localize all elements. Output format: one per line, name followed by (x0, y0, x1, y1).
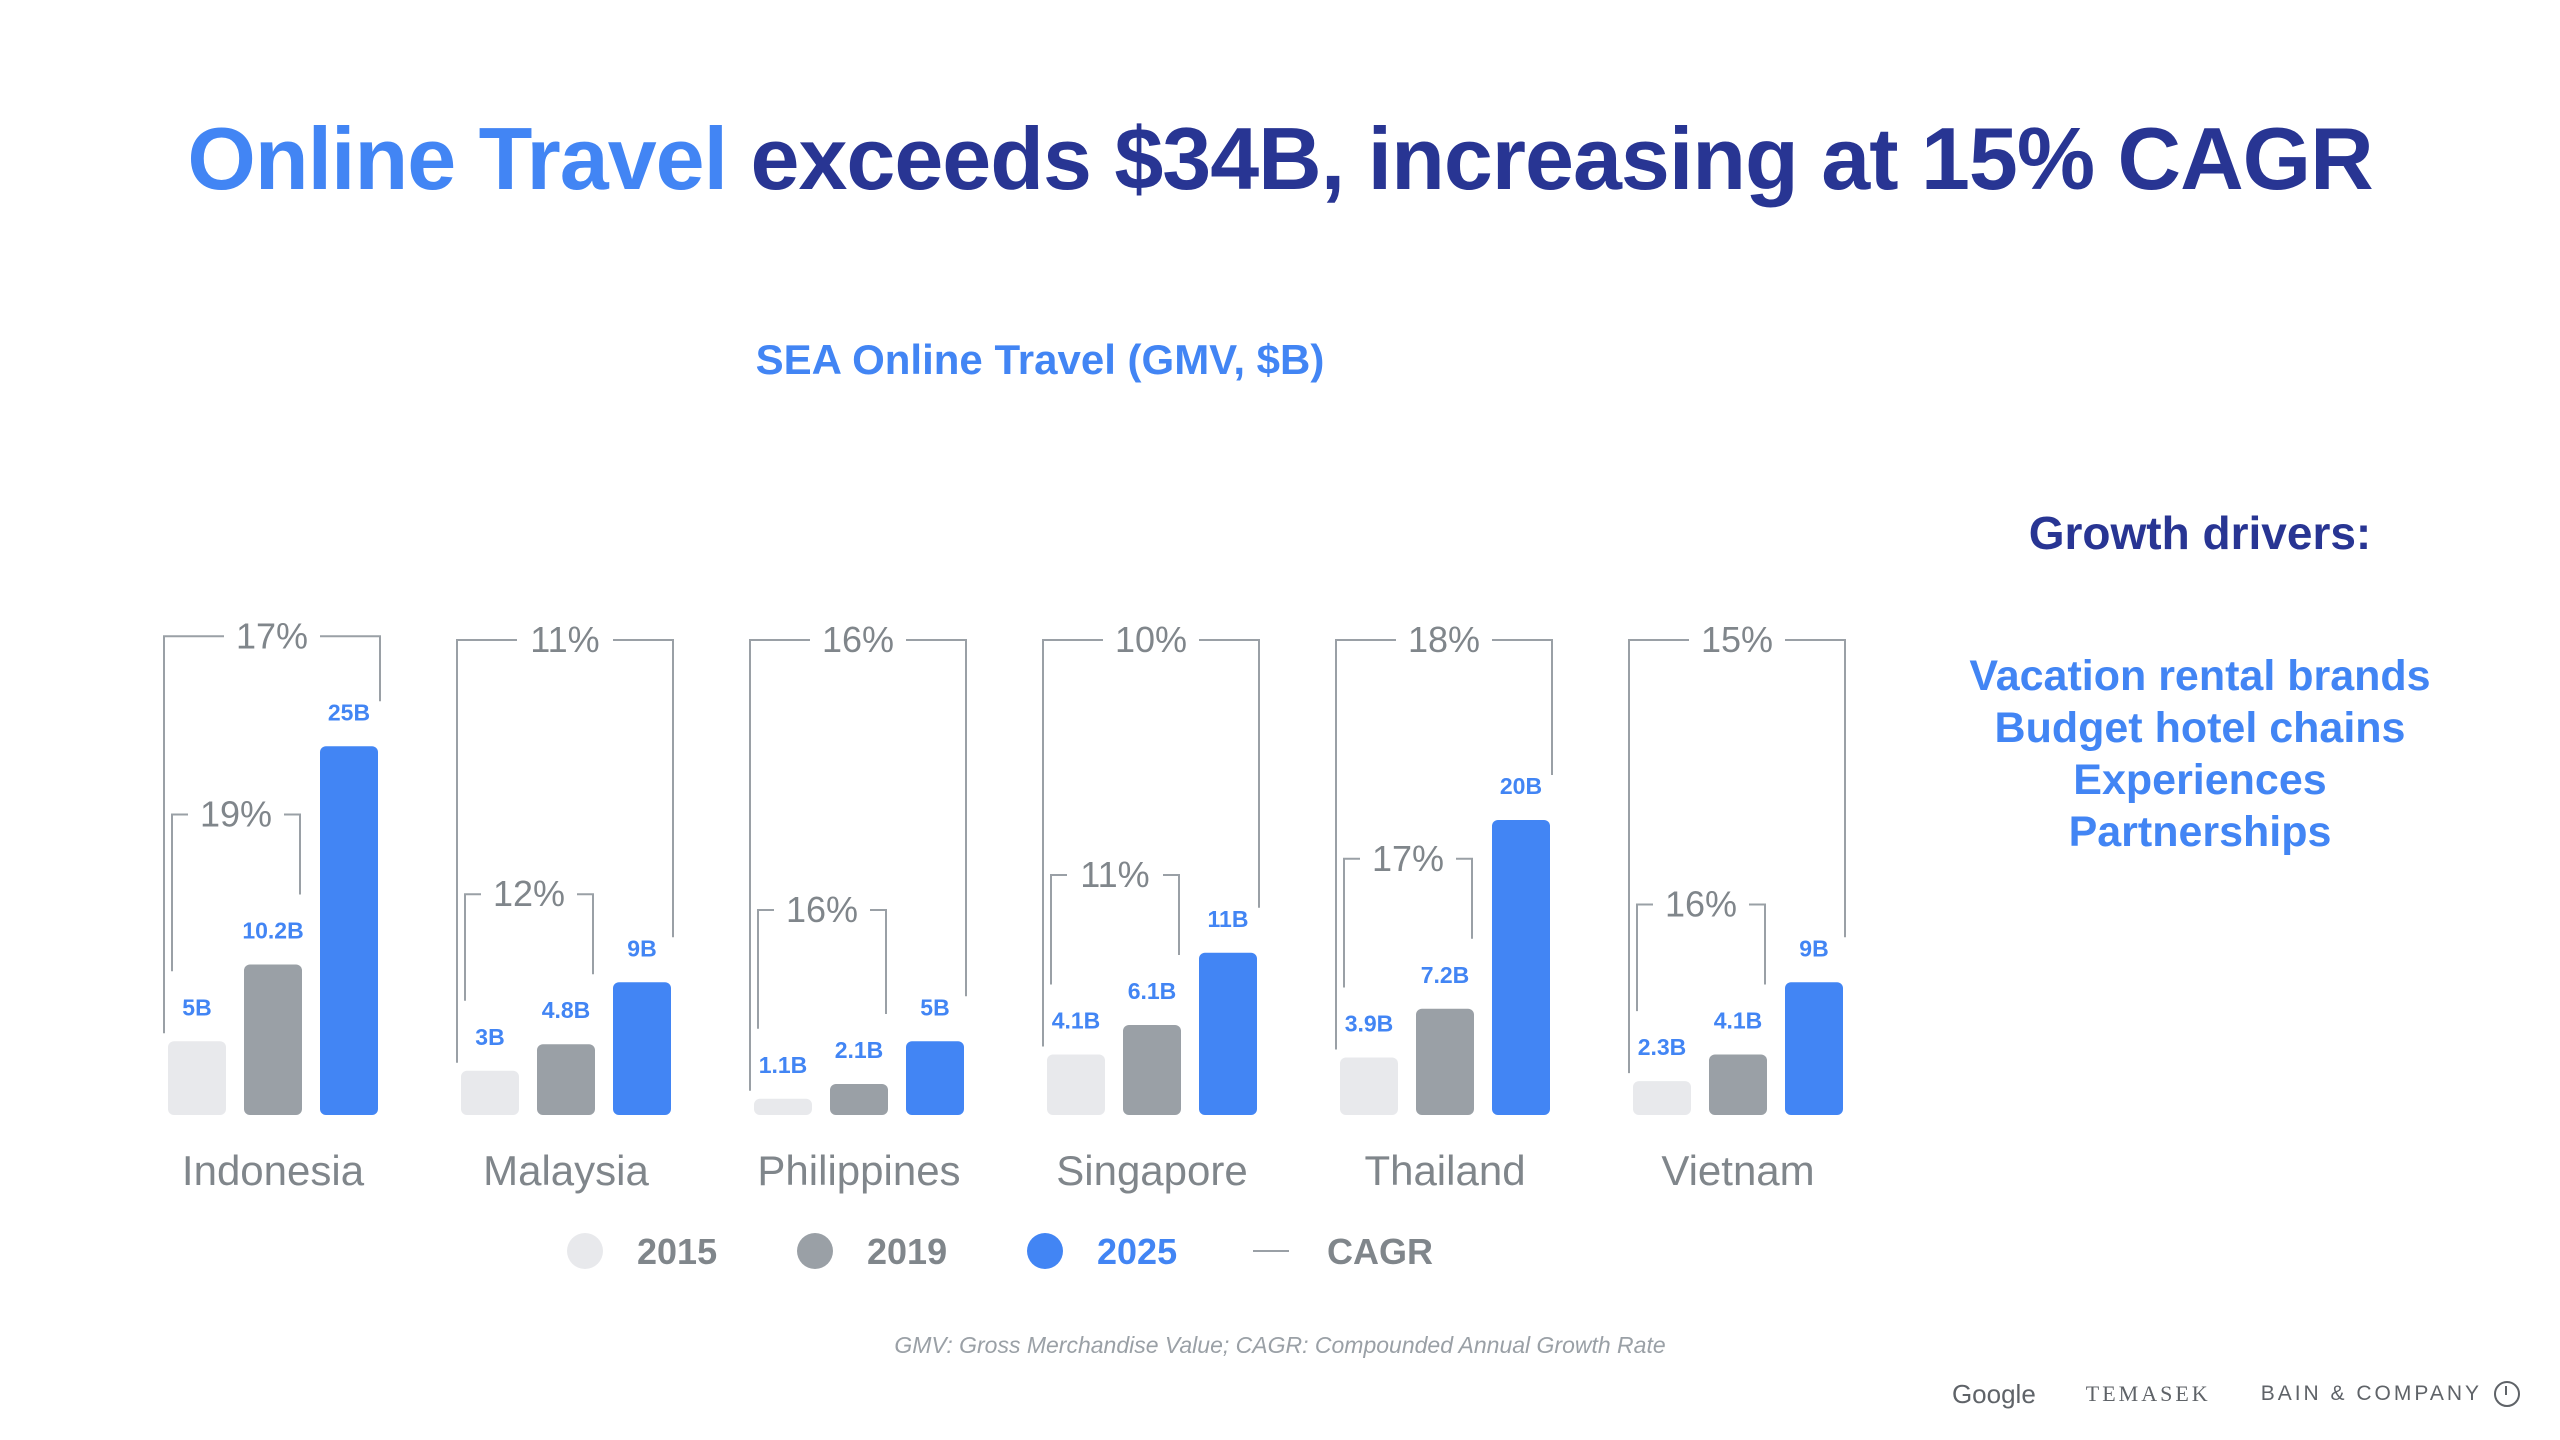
bar-2025 (1492, 820, 1550, 1115)
bain-mark-icon (2494, 1381, 2520, 1407)
bar-2015 (1047, 1054, 1105, 1115)
bar-value-label: 5B (920, 994, 949, 1020)
driver-item: Experiences (2073, 756, 2327, 804)
bar-2019 (244, 964, 302, 1115)
cagr-label-inner: 16% (1665, 884, 1737, 925)
bar-value-label: 25B (328, 699, 370, 725)
cagr-label-inner: 16% (786, 889, 858, 930)
category-label: Thailand (1364, 1147, 1525, 1194)
cagr-bracket-outer (749, 639, 967, 1091)
bar-value-label: 6.1B (1128, 978, 1177, 1004)
cagr-bracket-inner (1343, 857, 1473, 988)
cagr-bracket-outer (163, 635, 381, 1034)
bain-logo: BAIN & COMPANY (2261, 1381, 2520, 1407)
bar-2019 (1416, 1008, 1474, 1115)
cagr-bracket-outer (1628, 639, 1846, 1074)
driver-item: Vacation rental brands (1969, 652, 2431, 700)
driver-item: Partnerships (2068, 808, 2332, 856)
cagr-label-outer: 16% (822, 619, 894, 660)
bar-value-label: 20B (1500, 773, 1542, 799)
bar-2015 (754, 1098, 812, 1115)
legend-label: CAGR (1327, 1231, 1433, 1272)
driver-item: Budget hotel chains (1994, 704, 2406, 752)
bar-2025 (1785, 982, 1843, 1115)
category-label: Vietnam (1661, 1147, 1814, 1194)
legend-swatch (1027, 1233, 1063, 1269)
title-highlight: Online Travel (187, 109, 728, 208)
category-label: Philippines (757, 1147, 960, 1194)
bar-value-label: 2.1B (835, 1037, 884, 1063)
category-label: Singapore (1056, 1147, 1247, 1194)
bar-2015 (168, 1041, 226, 1115)
legend-label: 2019 (867, 1231, 947, 1272)
google-logo: Google (1951, 1378, 2036, 1409)
cagr-bracket-outer (1335, 639, 1553, 1050)
bar-value-label: 4.1B (1714, 1008, 1763, 1034)
bar-value-label: 3B (475, 1024, 504, 1050)
cagr-bracket-inner (171, 813, 301, 972)
cagr-bracket-outer (1042, 639, 1260, 1047)
bar-2025 (320, 746, 378, 1115)
bar-value-label: 2.3B (1638, 1034, 1687, 1060)
growth-drivers-list: Vacation rental brands Budget hotel chai… (1900, 650, 2500, 858)
temasek-logo: TEMASEK (2085, 1381, 2211, 1406)
cagr-bracket-inner (464, 893, 594, 1001)
footnote: GMV: Gross Merchandise Value; CAGR: Comp… (894, 1332, 1666, 1358)
bar-value-label: 7.2B (1421, 962, 1470, 988)
legend-swatch (567, 1233, 603, 1269)
cagr-label-outer: 15% (1701, 619, 1773, 660)
bar-value-label: 5B (182, 994, 211, 1020)
growth-drivers-heading: Growth drivers: (2028, 507, 2372, 559)
bar-value-label: 4.8B (542, 997, 591, 1023)
cagr-label-inner: 11% (1080, 854, 1149, 895)
cagr-label-outer: 18% (1408, 619, 1480, 660)
cagr-label-outer: 11% (530, 619, 599, 660)
cagr-label-inner: 12% (493, 873, 565, 914)
bar-2015 (1340, 1057, 1398, 1115)
bar-2015 (1633, 1081, 1691, 1115)
bar-2019 (1123, 1025, 1181, 1115)
page-title: Online Travel exceeds $34B, increasing a… (0, 108, 2560, 210)
bar-2025 (613, 982, 671, 1115)
cagr-label-outer: 17% (236, 615, 308, 656)
cagr-bracket-inner (1636, 903, 1766, 1012)
bar-2019 (1709, 1054, 1767, 1115)
cagr-label-inner: 17% (1372, 838, 1444, 879)
category-label: Malaysia (483, 1147, 649, 1194)
bar-2019 (830, 1084, 888, 1115)
legend-label: 2015 (637, 1231, 717, 1272)
bar-value-label: 11B (1208, 906, 1249, 932)
bain-logo-text: BAIN & COMPANY (2260, 1382, 2482, 1405)
bar-2025 (906, 1041, 964, 1115)
bar-2019 (537, 1044, 595, 1115)
cagr-label-inner: 19% (200, 794, 272, 835)
chart-title: SEA Online Travel (GMV, $B) (755, 336, 1325, 383)
cagr-label-outer: 10% (1115, 619, 1187, 660)
bar-value-label: 3.9B (1345, 1010, 1394, 1036)
bar-2025 (1199, 952, 1257, 1115)
legend-label: 2025 (1097, 1231, 1177, 1272)
title-rest: exceeds $34B, increasing at 15% CAGR (750, 109, 2374, 208)
bar-value-label: 9B (1799, 935, 1828, 961)
cagr-bracket-inner (757, 909, 887, 1029)
bar-value-label: 10.2B (242, 918, 303, 944)
partner-logos: Google TEMASEK BAIN & COMPANY (1952, 1376, 2520, 1412)
legend-swatch (797, 1233, 833, 1269)
bar-2015 (461, 1070, 519, 1115)
bar-value-label: 4.1B (1052, 1008, 1101, 1034)
cagr-bracket-inner (1050, 874, 1180, 985)
bar-value-label: 9B (627, 935, 656, 961)
cagr-bracket-outer (456, 639, 674, 1063)
category-label: Indonesia (182, 1147, 365, 1194)
bar-value-label: 1.1B (759, 1052, 808, 1078)
